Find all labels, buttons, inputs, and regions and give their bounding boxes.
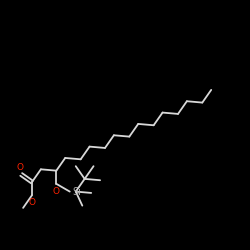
Text: O: O [28, 198, 35, 207]
Text: O: O [17, 164, 24, 172]
Text: Si: Si [73, 186, 82, 196]
Text: O: O [53, 187, 60, 196]
